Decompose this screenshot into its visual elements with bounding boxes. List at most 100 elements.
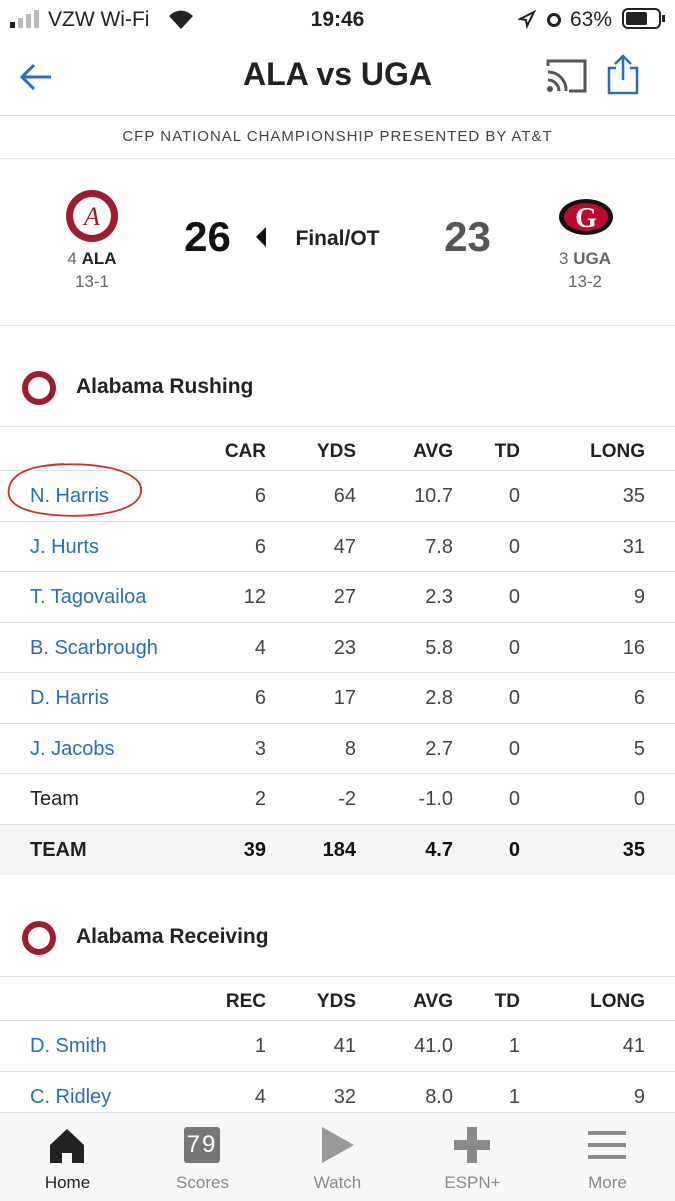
column-header: REC [225,991,266,1012]
stat-cell: 41 [333,1035,356,1057]
stat-cell: 35 [622,485,645,507]
cast-button[interactable] [545,58,589,94]
stat-cell: 4 [254,1085,266,1108]
column-header: TD [494,441,520,462]
column-header: AVG [413,441,453,462]
column-header: YDS [316,441,356,462]
home-team: 4 ALA [40,249,144,269]
player-row: D. Harris 6 17 2.8 0 6 [0,672,675,723]
clock: 19:46 [310,8,365,31]
stat-cell: 10.7 [414,485,453,507]
stat-cell: 0 [508,586,520,608]
nav-bar: ALA vs UGA [0,40,675,116]
stat-cell: 0 [508,535,520,558]
stat-cell: 23 [333,636,356,659]
stat-cell: -2 [338,788,356,810]
team-row: Team 2 -2 -1.0 0 0 [0,773,675,824]
stat-cell: 2 [254,788,266,810]
tab[interactable]: ESPN+ [405,1113,540,1201]
tab-label: ESPN+ [444,1173,501,1192]
tab-icon: 79 [181,1125,223,1167]
tab[interactable]: More [540,1113,675,1201]
scores-icon-digits: 79 [186,1131,218,1158]
tab-icon [586,1125,628,1167]
tab[interactable]: Watch [270,1113,405,1201]
section-title: Alabama Receiving [76,925,269,948]
stat-cell: 12 [243,586,266,608]
status-bar: VZW Wi-Fi 19:46 63% [0,0,675,40]
column-header: TD [494,991,520,1012]
team-abbr: ALA [81,249,117,268]
alabama-logo [22,921,56,955]
total-row: TEAM 39 184 4.7 0 35 [0,823,675,875]
stat-cell: 0 [508,788,520,810]
tab-bar: Home 79 Scores Watch ESPN+ More [0,1112,675,1201]
column-header: CAR [224,441,266,462]
player-link[interactable]: D. Smith [30,1035,107,1057]
stat-cell: 41 [622,1035,645,1057]
winner-arrow [256,227,266,247]
alabama-logo: A [66,190,118,242]
table-header: CAR YDS AVG TD LONG [0,426,675,477]
stat-cell: 6 [633,687,645,709]
record: 13-2 [567,272,603,291]
stat-cell: 2.3 [425,586,453,608]
player-link[interactable]: N. Harris [30,485,109,507]
stat-cell: 7.8 [425,535,453,558]
stat-cell: 9 [633,586,645,608]
stat-cell: 5.8 [425,636,453,659]
stat-cell: 41.0 [414,1035,453,1057]
status-icons [518,9,561,29]
player-row: J. Jacobs 3 8 2.7 0 5 [0,722,675,774]
player-row: J. Hurts 6 47 7.8 0 31 [0,520,675,572]
player-row: C. Ridley 4 32 8.0 1 9 [0,1070,675,1122]
player-link[interactable]: B. Scarbrough [30,636,158,659]
row-label: Team [30,788,79,810]
battery-percent: 63% [570,8,613,31]
stat-cell: 64 [333,485,356,507]
stat-cell: 8 [344,737,356,760]
logo-inner [28,377,50,399]
stat-cell: 8.0 [425,1085,453,1108]
stat-cell: 0 [508,636,520,659]
tab-icon [451,1125,493,1167]
stat-cell: 1 [508,1085,520,1108]
stat-cell: 16 [622,636,645,659]
stat-cell: 31 [622,535,645,558]
player-link[interactable]: J. Hurts [30,535,99,558]
icon [50,1129,84,1163]
team-abbr: UGA [573,249,611,268]
share-button[interactable] [606,54,640,96]
alabama-logo [22,371,56,405]
back-button[interactable] [18,62,54,92]
icon [184,1127,220,1163]
stat-cell: 0 [508,485,520,507]
battery-icon [622,8,665,29]
stat-cell: 0 [508,687,520,709]
player-link[interactable]: T. Tagovailoa [30,586,147,608]
tab-icon [316,1125,358,1167]
stat-cell: 35 [622,838,645,861]
player-link[interactable]: D. Harris [30,687,109,709]
rank: 4 [67,249,77,268]
column-header: LONG [590,441,645,462]
logo-inner [28,927,50,949]
tab-label: Home [44,1173,91,1192]
tab-label: Watch [313,1173,362,1192]
stat-cell: 0 [633,788,645,810]
tab[interactable]: Home [0,1113,135,1201]
stat-cell: -1.0 [418,788,453,810]
player-link[interactable]: C. Ridley [30,1085,112,1108]
record: 13-1 [74,272,110,291]
stat-cell: 1 [254,1035,266,1057]
column-header: LONG [590,991,645,1012]
column-header: YDS [316,991,356,1012]
stat-cell: 6 [254,687,266,709]
tab-icon [46,1125,88,1167]
stat-cell: 0 [508,838,520,861]
icon [322,1127,354,1163]
stat-cell: 2.7 [425,737,453,760]
stat-cell: 3 [254,737,266,760]
tab[interactable]: 79 Scores [135,1113,270,1201]
player-link[interactable]: J. Jacobs [30,737,115,760]
